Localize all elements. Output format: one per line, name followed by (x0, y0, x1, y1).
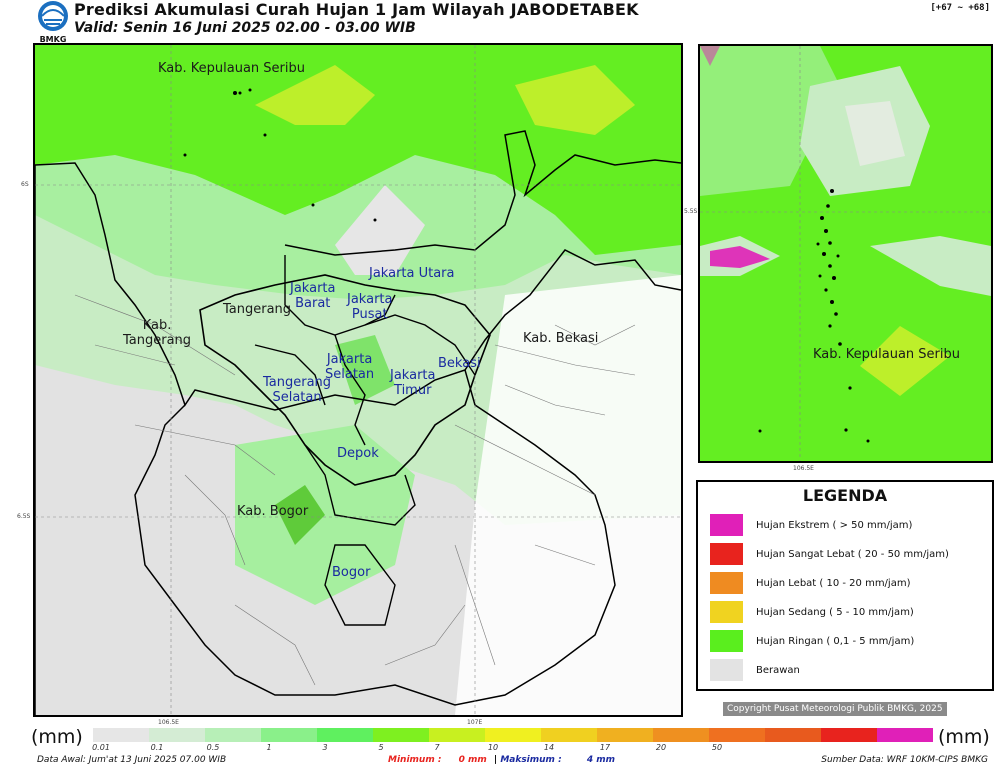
scale-segment (261, 728, 317, 742)
lead-time: [+67 ~ +68] (930, 3, 990, 13)
min-max: Minimum : 0 mm | Maksimum : 4 mm (388, 755, 615, 765)
scale-tick-label: 14 (543, 743, 555, 752)
scale-segment (149, 728, 205, 742)
legend-swatch (710, 543, 743, 565)
legend-item-sedang: Hujan Sedang ( 5 - 10 mm/jam) (710, 601, 914, 623)
lat-label-65s: 6.5S (17, 513, 31, 520)
minimum-value: 0 mm (458, 755, 487, 765)
legend-label: Hujan Sangat Lebat ( 20 - 50 mm/jam) (756, 548, 949, 560)
lat-label-6s: 6S (21, 181, 29, 188)
maximum-label: Maksimum : (500, 755, 562, 765)
scale-segment (821, 728, 877, 742)
legend: LEGENDA Hujan Ekstrem ( > 50 mm/jam) Huj… (696, 480, 994, 691)
minimum-label: Minimum : (388, 755, 442, 765)
scale-tick-label: 0.5 (206, 743, 220, 752)
scale-segment (93, 728, 149, 742)
scale-tick-label: 50 (711, 743, 723, 752)
scale-segment (373, 728, 429, 742)
scale-tick-label: 17 (599, 743, 611, 752)
color-scale-bar (93, 728, 933, 742)
label-bekasi: Bekasi (438, 356, 481, 371)
scale-tick-label: 0.01 (92, 743, 110, 752)
legend-swatch (710, 601, 743, 623)
scale-segment (877, 728, 933, 742)
inset-lon-label: 106.5E (793, 465, 814, 472)
legend-label: Berawan (756, 664, 800, 676)
bmkg-logo-icon: BMKG (38, 1, 68, 44)
scale-segment (205, 728, 261, 742)
scale-segment (541, 728, 597, 742)
legend-swatch (710, 659, 743, 681)
scale-segment (653, 728, 709, 742)
legend-title: LEGENDA (802, 486, 888, 505)
label-jakarta-pusat: Jakarta Pusat (347, 292, 393, 322)
label-bogor: Bogor (332, 565, 371, 580)
label-depok: Depok (337, 446, 379, 461)
legend-item-ringan: Hujan Ringan ( 0,1 - 5 mm/jam) (710, 630, 914, 652)
separator: | (493, 755, 498, 765)
page-title: Prediksi Akumulasi Curah Hujan 1 Jam Wil… (74, 0, 639, 19)
lon-label-1065e: 106.5E (158, 719, 179, 726)
legend-swatch (710, 630, 743, 652)
maximum-value: 4 mm (586, 755, 615, 765)
lon-label-107e: 107E (467, 719, 483, 726)
label-kab-bogor: Kab. Bogor (237, 504, 309, 519)
inset-lat-label: 5.5S (684, 208, 698, 215)
scale-unit-left: (mm) (31, 726, 83, 748)
legend-item-berawan: Berawan (710, 659, 800, 681)
legend-label: Hujan Ekstrem ( > 50 mm/jam) (756, 519, 913, 531)
scale-tick-label: 20 (655, 743, 667, 752)
main-map[interactable]: Kab. Kepulauan Seribu Jakarta Utara Jaka… (33, 43, 683, 717)
scale-tick-label: 5 (378, 743, 384, 752)
data-awal: Data Awal: Jum'at 13 Juni 2025 07.00 WIB (37, 755, 227, 765)
scale-segment (317, 728, 373, 742)
inset-label-kab-kepulauan-seribu: Kab. Kepulauan Seribu (813, 347, 960, 362)
scale-segment (597, 728, 653, 742)
data-source: Sumber Data: WRF 10KM-CIPS BMKG (821, 755, 988, 765)
label-jakarta-utara: Jakarta Utara (369, 266, 455, 281)
legend-label: Hujan Sedang ( 5 - 10 mm/jam) (756, 606, 914, 618)
legend-label: Hujan Ringan ( 0,1 - 5 mm/jam) (756, 635, 915, 647)
scale-tick-label: 1 (266, 743, 272, 752)
scale-tick-label: 10 (487, 743, 499, 752)
scale-tick-label: 3 (322, 743, 328, 752)
label-kab-kepulauan-seribu: Kab. Kepulauan Seribu (158, 61, 305, 76)
rainfall-map (35, 45, 681, 715)
legend-swatch (710, 514, 743, 536)
scale-segment (429, 728, 485, 742)
legend-item-ekstrem: Hujan Ekstrem ( > 50 mm/jam) (710, 514, 912, 536)
scale-segment (765, 728, 821, 742)
legend-item-lebat: Hujan Lebat ( 10 - 20 mm/jam) (710, 572, 910, 594)
scale-segment (485, 728, 541, 742)
label-tangerang: Tangerang (223, 302, 292, 317)
label-jakarta-barat: Jakarta Barat (290, 281, 336, 311)
valid-time: Valid: Senin 16 Juni 2025 02.00 - 03.00 … (74, 20, 416, 36)
label-jakarta-selatan: Jakarta Selatan (325, 352, 375, 382)
copyright-notice: Copyright Pusat Meteorologi Publik BMKG,… (723, 702, 947, 716)
legend-label: Hujan Lebat ( 10 - 20 mm/jam) (756, 577, 911, 589)
legend-swatch (710, 572, 743, 594)
label-kab-tangerang: Kab. Tangerang (123, 318, 192, 348)
legend-item-sangat-lebat: Hujan Sangat Lebat ( 20 - 50 mm/jam) (710, 543, 949, 565)
scale-segment (709, 728, 765, 742)
scale-tick-label: 0.1 (150, 743, 164, 752)
scale-tick-label: 7 (434, 743, 440, 752)
label-tangerang-selatan: Tangerang Selatan (263, 375, 332, 405)
label-jakarta-timur: Jakarta Timur (390, 368, 436, 398)
scale-unit-right: (mm) (938, 726, 990, 748)
logo-text: BMKG (40, 35, 67, 44)
inset-map[interactable]: Kab. Kepulauan Seribu (698, 44, 993, 463)
inset-rainfall-map (700, 46, 991, 461)
label-kab-bekasi: Kab. Bekasi (523, 331, 599, 346)
